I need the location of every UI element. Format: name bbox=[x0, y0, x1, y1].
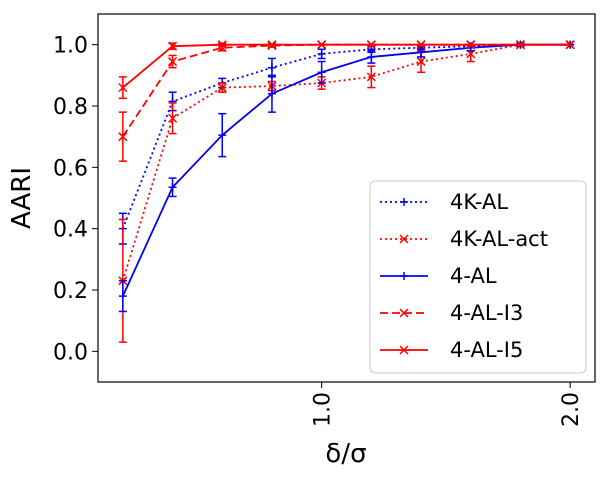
marker-x bbox=[217, 40, 227, 50]
y-tick-label: 0.0 bbox=[53, 340, 88, 365]
series-4-AL-I5 bbox=[118, 40, 575, 100]
marker-x bbox=[267, 40, 277, 50]
series-4-AL-I3 bbox=[118, 40, 575, 162]
y-tick-label: 0.8 bbox=[53, 95, 88, 120]
legend: 4K-AL 4K-AL-act 4-AL 4-AL-I3 4-AL-I5 bbox=[369, 180, 587, 374]
legend-box bbox=[369, 180, 587, 374]
series-line bbox=[121, 43, 571, 282]
y-tick-label: 0.4 bbox=[53, 218, 88, 243]
y-tick-label: 0.2 bbox=[53, 279, 88, 304]
marker-x bbox=[416, 57, 426, 67]
marker-x bbox=[217, 83, 227, 93]
axes: 0.0 0.2 0.4 0.6 0.8 1.0 1.0 2.0 bbox=[53, 34, 584, 427]
x-axis-label: δ/σ bbox=[325, 439, 366, 469]
series-line bbox=[122, 43, 571, 89]
legend-label: 4-AL-I3 bbox=[450, 301, 523, 325]
x-tick-label: 1.0 bbox=[311, 392, 336, 427]
legend-label: 4-AL bbox=[450, 264, 497, 288]
marker-x bbox=[366, 40, 376, 50]
y-axis-label: AARI bbox=[7, 167, 37, 229]
series-line bbox=[122, 43, 571, 138]
marker-x bbox=[515, 40, 525, 50]
plot-area bbox=[118, 40, 575, 343]
y-tick-label: 0.6 bbox=[53, 156, 88, 181]
series-line bbox=[122, 43, 571, 297]
plot-frame bbox=[97, 13, 596, 383]
x-tick-label: 2.0 bbox=[559, 392, 584, 427]
legend-label: 4-AL-I5 bbox=[450, 338, 523, 362]
legend-label: 4K-AL bbox=[450, 190, 508, 214]
marker-x bbox=[168, 113, 178, 123]
marker-x bbox=[118, 132, 128, 142]
marker-x bbox=[168, 41, 178, 51]
marker-x bbox=[118, 83, 128, 93]
marker-x bbox=[466, 40, 476, 50]
marker-x bbox=[399, 345, 409, 355]
marker-x bbox=[399, 234, 409, 244]
legend-label: 4K-AL-act bbox=[450, 227, 548, 251]
marker-x bbox=[168, 57, 178, 67]
marker-x bbox=[565, 40, 575, 50]
marker-x bbox=[317, 40, 327, 50]
marker-x bbox=[416, 40, 426, 50]
y-tick-label: 1.0 bbox=[53, 34, 88, 59]
marker-x bbox=[366, 72, 376, 82]
marker-x bbox=[399, 308, 409, 318]
